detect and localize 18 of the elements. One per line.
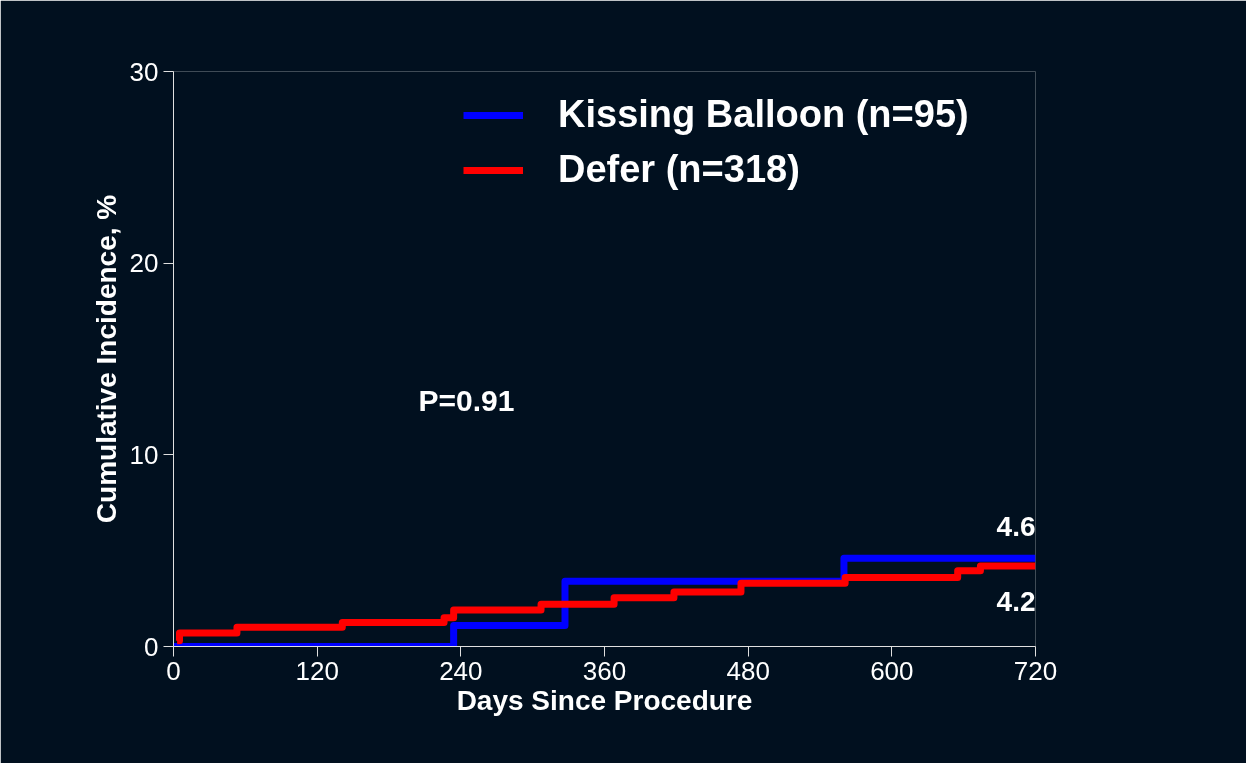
legend-label: Defer (n=318)	[558, 148, 800, 191]
x-tick-label: 120	[295, 655, 339, 686]
y-tick-label: 10	[129, 439, 159, 470]
y-axis-title: Cumulative Incidence, %	[90, 194, 122, 524]
x-tick-label: 600	[870, 655, 914, 686]
x-tick-label: 360	[582, 655, 627, 686]
legend-label: Kissing Balloon (n=95)	[558, 93, 969, 136]
x-tick-label: 0	[166, 655, 181, 686]
annotation: P=0.91	[418, 383, 515, 417]
x-tick-label: 240	[439, 655, 483, 686]
annotation: 4.6	[996, 511, 1036, 543]
y-tick-label: 0	[144, 631, 159, 662]
y-tick-label: 20	[129, 248, 159, 279]
x-tick-label: 480	[726, 655, 770, 686]
x-tick-label: 720	[1013, 655, 1058, 686]
x-axis-title: Days Since Procedure	[456, 684, 753, 716]
annotation: 4.2	[996, 586, 1036, 617]
y-tick-label: 30	[129, 56, 159, 87]
